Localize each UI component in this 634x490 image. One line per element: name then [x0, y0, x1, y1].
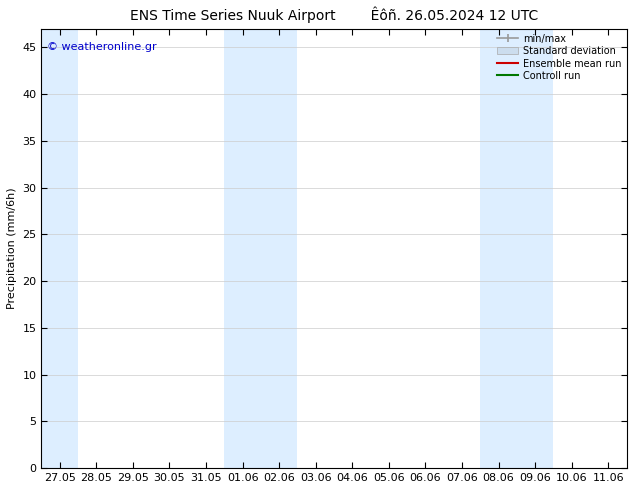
- Bar: [224, 29, 297, 468]
- Legend: min/max, Standard deviation, Ensemble mean run, Controll run: min/max, Standard deviation, Ensemble me…: [495, 32, 624, 83]
- Bar: [481, 29, 553, 468]
- Bar: [41, 29, 78, 468]
- Y-axis label: Precipitation (mm/6h): Precipitation (mm/6h): [7, 188, 17, 309]
- Title: ENS Time Series Nuuk Airport        Êôñ. 26.05.2024 12 UTC: ENS Time Series Nuuk Airport Êôñ. 26.05.…: [130, 7, 538, 24]
- Text: © weatheronline.gr: © weatheronline.gr: [48, 42, 157, 52]
